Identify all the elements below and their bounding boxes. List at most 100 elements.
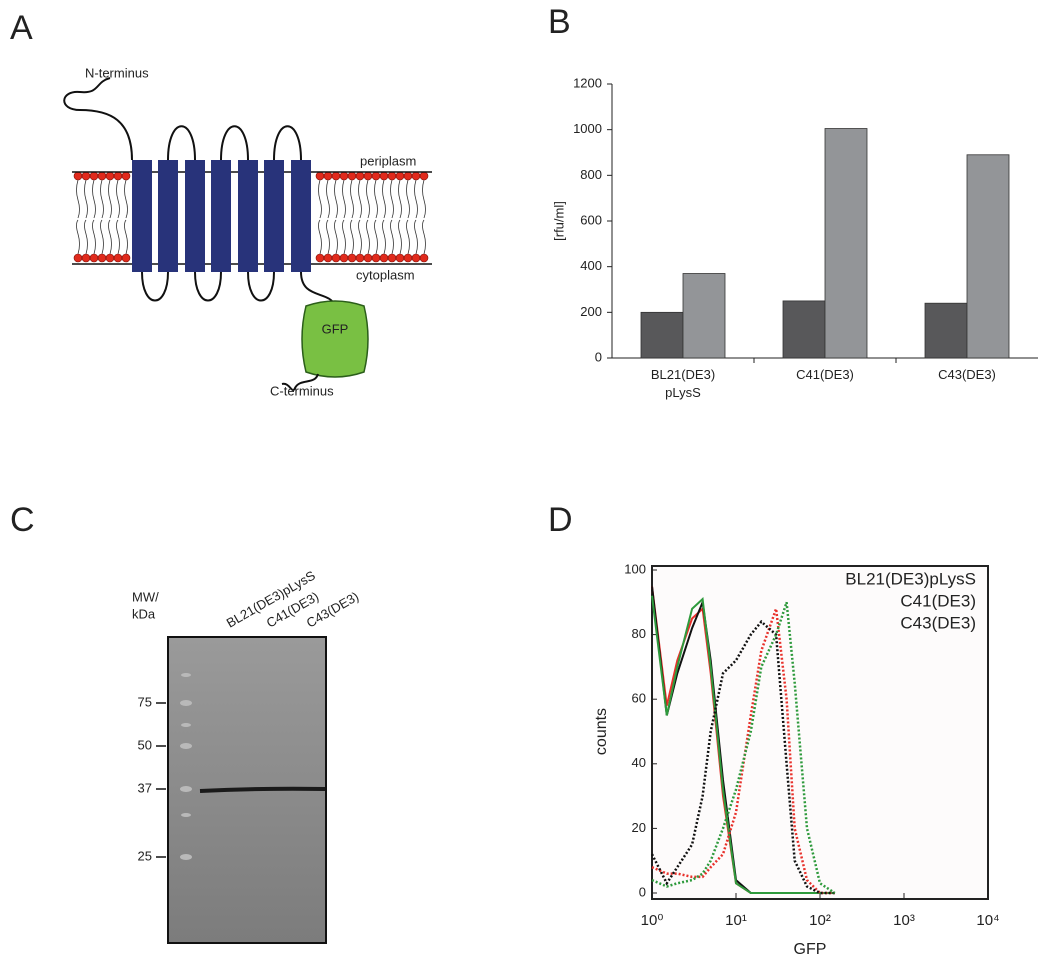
lipid-tail <box>382 179 386 255</box>
bar <box>640 311 684 359</box>
ladder <box>180 673 192 860</box>
bar <box>966 154 1010 359</box>
lipid-tail <box>124 179 128 255</box>
lipid-head <box>347 171 357 181</box>
lipid-head <box>113 253 123 263</box>
lipid-tail <box>326 179 330 255</box>
lipid-head <box>73 171 83 181</box>
periplasmic-loops <box>167 125 302 161</box>
bar <box>924 302 968 359</box>
lipid-head <box>97 171 107 181</box>
bar <box>824 128 868 359</box>
lipid-tail <box>76 179 80 255</box>
periplasm-label: periplasm <box>360 153 416 168</box>
lipid-tail <box>350 179 354 255</box>
lipid-head <box>387 171 397 181</box>
y-tick-label: 40 <box>632 755 646 770</box>
legend-entry: C43(DE3) <box>900 613 976 632</box>
mw-label: MW/ <box>132 589 159 604</box>
lipid-head <box>89 171 99 181</box>
lipid-head <box>371 171 381 181</box>
marker-label: 50 <box>138 737 152 752</box>
y-axis-label: [rfu/ml] <box>551 201 566 241</box>
x-tick-label: 10³ <box>893 912 915 929</box>
lipid-tail <box>422 179 426 255</box>
membrane-diagram: N-terminus periplasm cytoplasm GFP C-ter… <box>63 65 432 398</box>
plot-frame <box>651 565 989 900</box>
lipid-tail <box>334 179 338 255</box>
lipid-head <box>97 253 107 263</box>
y-tick-label: 80 <box>632 626 646 641</box>
lipid-tail <box>318 179 322 255</box>
marker-label: 25 <box>138 848 152 863</box>
gfp-barrel <box>301 300 369 378</box>
lipid-head <box>355 253 365 263</box>
lipid-tail <box>116 179 120 255</box>
x-tick-label: 10¹ <box>725 912 747 929</box>
lipid-tail <box>100 179 104 255</box>
x-axis-label: GFP <box>794 941 827 958</box>
protein-band <box>199 786 326 793</box>
lipid-head <box>81 253 91 263</box>
helix <box>291 160 311 272</box>
lipid-tail <box>92 179 96 255</box>
x-tick-label: C41(DE3) <box>796 367 854 382</box>
lipid-tail <box>342 179 346 255</box>
lipid-tail <box>390 179 394 255</box>
lipid-head <box>339 171 349 181</box>
lipid-head <box>323 171 333 181</box>
c-terminus-chain <box>281 373 319 392</box>
lipid-head <box>89 253 99 263</box>
y-tick-label: 1200 <box>573 75 602 90</box>
lipid-head <box>363 253 373 263</box>
lipid-tail <box>366 179 370 255</box>
x-tick-label: 10⁴ <box>976 912 999 929</box>
cytoplasmic-loops <box>141 271 275 302</box>
lipid-head <box>371 253 381 263</box>
series-line <box>650 619 835 895</box>
marker-label: 75 <box>138 694 152 709</box>
lipid-head <box>315 253 325 263</box>
helix <box>185 160 205 272</box>
helices <box>132 160 311 272</box>
lipid-head <box>419 171 429 181</box>
lipid-head <box>121 171 131 181</box>
lipid-head <box>113 171 123 181</box>
y-tick-label: 1000 <box>573 121 602 136</box>
lipid-head <box>105 253 115 263</box>
lipid-head <box>403 171 413 181</box>
mw-label: kDa <box>132 606 156 621</box>
c-terminus-label: C-terminus <box>270 383 334 398</box>
panel-label: C <box>10 501 35 539</box>
y-tick-label: 200 <box>580 304 602 319</box>
lipid-head <box>403 253 413 263</box>
y-tick-label: 100 <box>624 561 646 576</box>
panel-label: D <box>548 501 573 539</box>
x-tick-label: C43(DE3) <box>938 367 996 382</box>
y-tick-label: 800 <box>580 167 602 182</box>
n-terminus-chain <box>63 77 133 161</box>
lipid-head <box>419 253 429 263</box>
y-tick-label: 20 <box>632 820 646 835</box>
lipid-head <box>323 253 333 263</box>
lipid-head <box>73 253 83 263</box>
series-line <box>651 608 835 895</box>
x-tick-label: 10² <box>809 912 831 929</box>
lipid-head <box>347 253 357 263</box>
lipid-head <box>339 253 349 263</box>
panel-label: A <box>10 9 33 47</box>
helix <box>264 160 284 272</box>
lipid-tail <box>374 179 378 255</box>
western-blot: MW/ kDa BL21(DE3)pLysS C41(DE3) C43(DE3)… <box>132 567 361 944</box>
x-tick-label: BL21(DE3) pLysS <box>650 367 716 400</box>
y-tick-label: 600 <box>580 212 602 227</box>
lipid-head <box>105 171 115 181</box>
x-tick-label: 10⁰ <box>641 912 664 929</box>
helix <box>238 160 258 272</box>
marker-label: 37 <box>138 780 152 795</box>
lipid-head <box>331 171 341 181</box>
lipid-head <box>81 171 91 181</box>
y-tick-label: 400 <box>580 258 602 273</box>
bar <box>782 300 826 359</box>
bar <box>682 273 726 359</box>
